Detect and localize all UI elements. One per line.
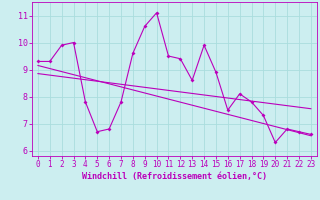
X-axis label: Windchill (Refroidissement éolien,°C): Windchill (Refroidissement éolien,°C) bbox=[82, 172, 267, 181]
